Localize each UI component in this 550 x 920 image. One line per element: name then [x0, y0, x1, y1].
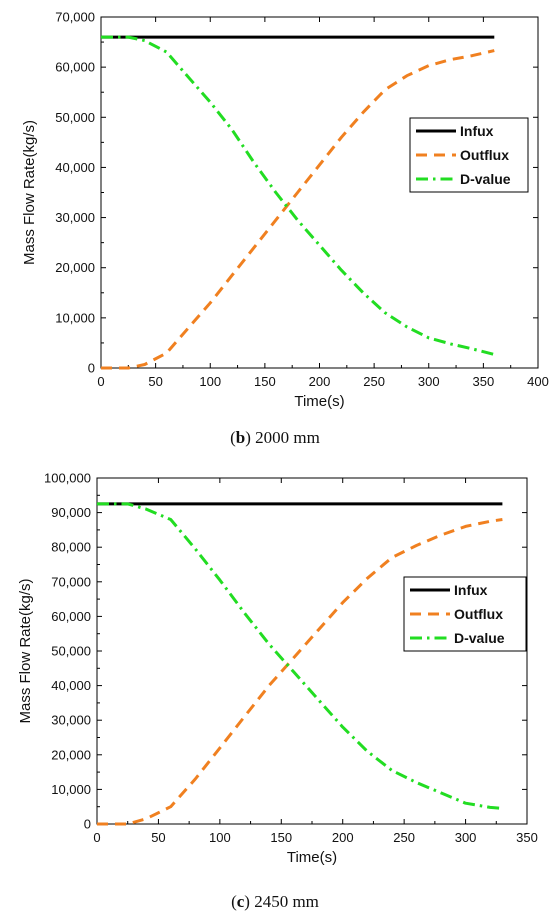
- y-tick-label: 70,000: [51, 574, 91, 589]
- x-tick-label: 50: [151, 830, 165, 845]
- legend: Infux Outflux D-value: [409, 117, 529, 193]
- caption-open: (: [231, 892, 237, 911]
- caption-open: (: [230, 428, 236, 447]
- y-axis-title: Mass Flow Rate(kg/s): [17, 578, 34, 723]
- y-tick-label: 0: [88, 361, 95, 376]
- chart-2: 0 50 100 150 200 250 300 350 0 10,000 20,000 30,000…: [17, 471, 538, 912]
- figure-caption: (c) 2450 mm: [231, 892, 319, 911]
- x-tick-label: 250: [363, 374, 385, 389]
- y-tick-label: 10,000: [51, 782, 91, 797]
- y-tick-label: 0: [84, 817, 91, 832]
- x-tick-label: 300: [418, 374, 440, 389]
- y-tick-label: 50,000: [51, 644, 91, 659]
- caption-letter: c: [237, 892, 245, 911]
- y-tick-label: 60,000: [51, 609, 91, 624]
- y-tick-label: 10,000: [55, 310, 95, 325]
- legend: Infux Outflux D-value: [403, 576, 527, 652]
- legend-label: Outflux: [454, 606, 503, 622]
- legend-label: Infux: [454, 582, 488, 598]
- legend-label: D-value: [460, 171, 511, 187]
- series-outflux-line: [97, 518, 503, 826]
- x-axis-title: Time(s): [294, 393, 344, 410]
- series-d-value-line: [97, 502, 503, 810]
- caption-text: ) 2450 mm: [244, 892, 319, 911]
- x-tick-label: 150: [254, 374, 276, 389]
- x-tick-label: 0: [93, 830, 100, 845]
- x-tick-label: 150: [270, 830, 292, 845]
- series-outflux-line: [101, 49, 495, 370]
- x-tick-label: 100: [199, 374, 221, 389]
- x-tick-label: 100: [209, 830, 231, 845]
- figure-caption: (b) 2000 mm: [230, 428, 320, 447]
- x-tick-label: 300: [455, 830, 477, 845]
- caption-text: ) 2000 mm: [245, 428, 320, 447]
- y-tick-label: 70,000: [55, 10, 95, 25]
- y-tick-label: 100,000: [44, 471, 91, 486]
- y-tick-label: 40,000: [55, 160, 95, 175]
- y-tick-label: 30,000: [55, 210, 95, 225]
- y-tick-label: 90,000: [51, 505, 91, 520]
- x-tick-label: 0: [97, 374, 104, 389]
- caption-letter: b: [236, 428, 245, 447]
- chart-1: 0 50 100 150 200 250 300 350 400 0 10,000 20,000 30,…: [21, 10, 549, 448]
- x-tick-label: 200: [332, 830, 354, 845]
- y-tick-label: 30,000: [51, 713, 91, 728]
- y-tick-label: 60,000: [55, 60, 95, 75]
- x-axis-title: Time(s): [287, 849, 337, 866]
- y-tick-label: 50,000: [55, 110, 95, 125]
- legend-label: Outflux: [460, 147, 509, 163]
- x-tick-label: 200: [309, 374, 331, 389]
- x-tick-label: 400: [527, 374, 549, 389]
- y-tick-label: 40,000: [51, 678, 91, 693]
- y-tick-label: 20,000: [55, 260, 95, 275]
- x-tick-label: 350: [516, 830, 538, 845]
- legend-label: D-value: [454, 630, 505, 646]
- x-tick-label: 50: [148, 374, 162, 389]
- legend-label: Infux: [460, 123, 494, 139]
- y-axis-title: Mass Flow Rate(kg/s): [21, 120, 38, 265]
- x-tick-label: 350: [473, 374, 495, 389]
- x-tick-label: 250: [393, 830, 415, 845]
- y-tick-label: 20,000: [51, 747, 91, 762]
- y-tick-label: 80,000: [51, 540, 91, 555]
- series-d-value-line: [101, 35, 495, 356]
